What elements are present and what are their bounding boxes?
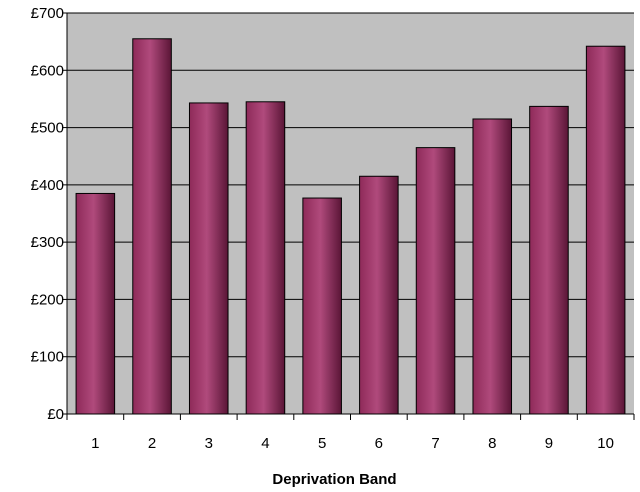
bar [75,192,116,415]
bar [188,102,229,415]
x-tick-label: 1 [91,435,99,452]
y-axis: £0 £100 £200 £300 £400 £500 £600 £700 [31,5,68,423]
x-tick-label: 7 [431,435,439,452]
x-tick-label: 9 [545,435,553,452]
bar [472,118,513,415]
x-tick-label: 6 [375,435,383,452]
x-tick-label: 10 [597,435,614,452]
bar [132,38,172,415]
bar [359,175,399,415]
y-tick-label: £500 [31,120,64,137]
y-tick-label: £200 [31,291,64,308]
bar [585,45,626,415]
y-tick-label: £700 [31,5,64,22]
x-axis: 1 2 3 4 5 6 7 8 9 10 [66,413,635,452]
x-tick-label: 3 [205,435,213,452]
y-tick-label: £400 [31,177,64,194]
x-tick-label: 4 [261,435,269,452]
y-tick-label: £0 [47,406,64,423]
bar [302,197,342,415]
bar [245,101,286,415]
x-tick-label: 5 [318,435,326,452]
y-tick-label: £600 [31,62,64,79]
bar [529,105,569,415]
x-axis-title: Deprivation Band [272,471,396,488]
x-tick-label: 8 [488,435,496,452]
x-tick-label: 2 [148,435,156,452]
y-tick-label: £100 [31,349,64,366]
bar [415,147,456,415]
y-tick-label: £300 [31,234,64,251]
